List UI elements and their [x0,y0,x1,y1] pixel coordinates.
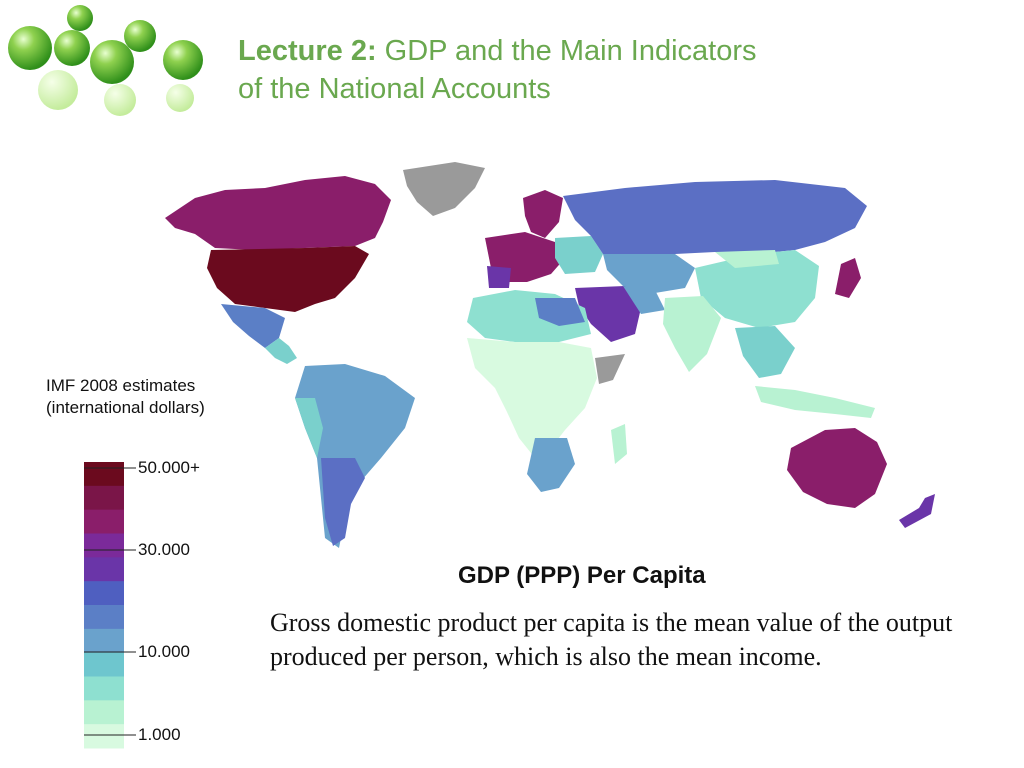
scale-band [84,605,124,630]
scale-band [84,724,124,749]
scale-band [84,628,124,654]
scale-label-50000: 50.000+ [138,458,200,477]
iberia [487,266,511,288]
russia [563,180,867,256]
eastern-europe [555,236,603,274]
central-asia [603,254,695,294]
scale-band [84,700,124,725]
australia [787,428,887,508]
libya-egypt [535,298,585,326]
map-subtitle: GDP (PPP) Per Capita [458,562,706,589]
usa [207,246,369,312]
scale-band [84,533,124,558]
southeast-asia [735,326,795,378]
title-rest: GDP and the Main Indicators [376,35,757,67]
new-zealand [899,494,935,528]
japan [835,258,861,298]
legend-title: IMF 2008 estimates (international dollar… [46,375,246,419]
madagascar [611,424,627,464]
india [663,296,721,372]
scandinavia [523,190,563,238]
scale-band [84,557,124,582]
south-america-south [321,458,365,546]
slide-title: Lecture 2: GDP and the Main Indicators o… [238,32,938,108]
title-line2: of the National Accounts [238,73,551,105]
world-gdp-map [165,162,935,548]
legend-line2: (international dollars) [46,398,205,417]
central-africa [467,338,597,458]
scale-band [84,652,124,677]
scale-band [84,462,124,487]
indonesia [755,386,875,418]
scale-label-10000: 10.000 [138,642,190,661]
scale-label-1000: 1.000 [138,725,181,744]
china [695,250,819,328]
scale-band [84,509,124,534]
color-scale [84,462,136,749]
horn-of-africa [595,354,625,384]
scale-band [84,676,124,701]
middle-east [575,286,641,342]
description-text: Gross domestic product per capita is the… [270,608,953,671]
title-bold: Lecture 2: [238,35,377,67]
mongolia [715,250,779,268]
legend-line1: IMF 2008 estimates [46,376,196,395]
greenland [403,162,485,216]
central-america [265,338,297,364]
south-america [295,364,415,548]
scale-band [84,485,124,511]
scale-band [84,581,124,606]
canada [165,176,391,250]
iran-region [623,286,665,314]
andes-west [295,398,323,458]
mexico [221,304,285,348]
southern-africa [527,438,575,492]
green-spheres-decoration [8,5,203,116]
scale-label-30000: 30.000 [138,540,190,559]
